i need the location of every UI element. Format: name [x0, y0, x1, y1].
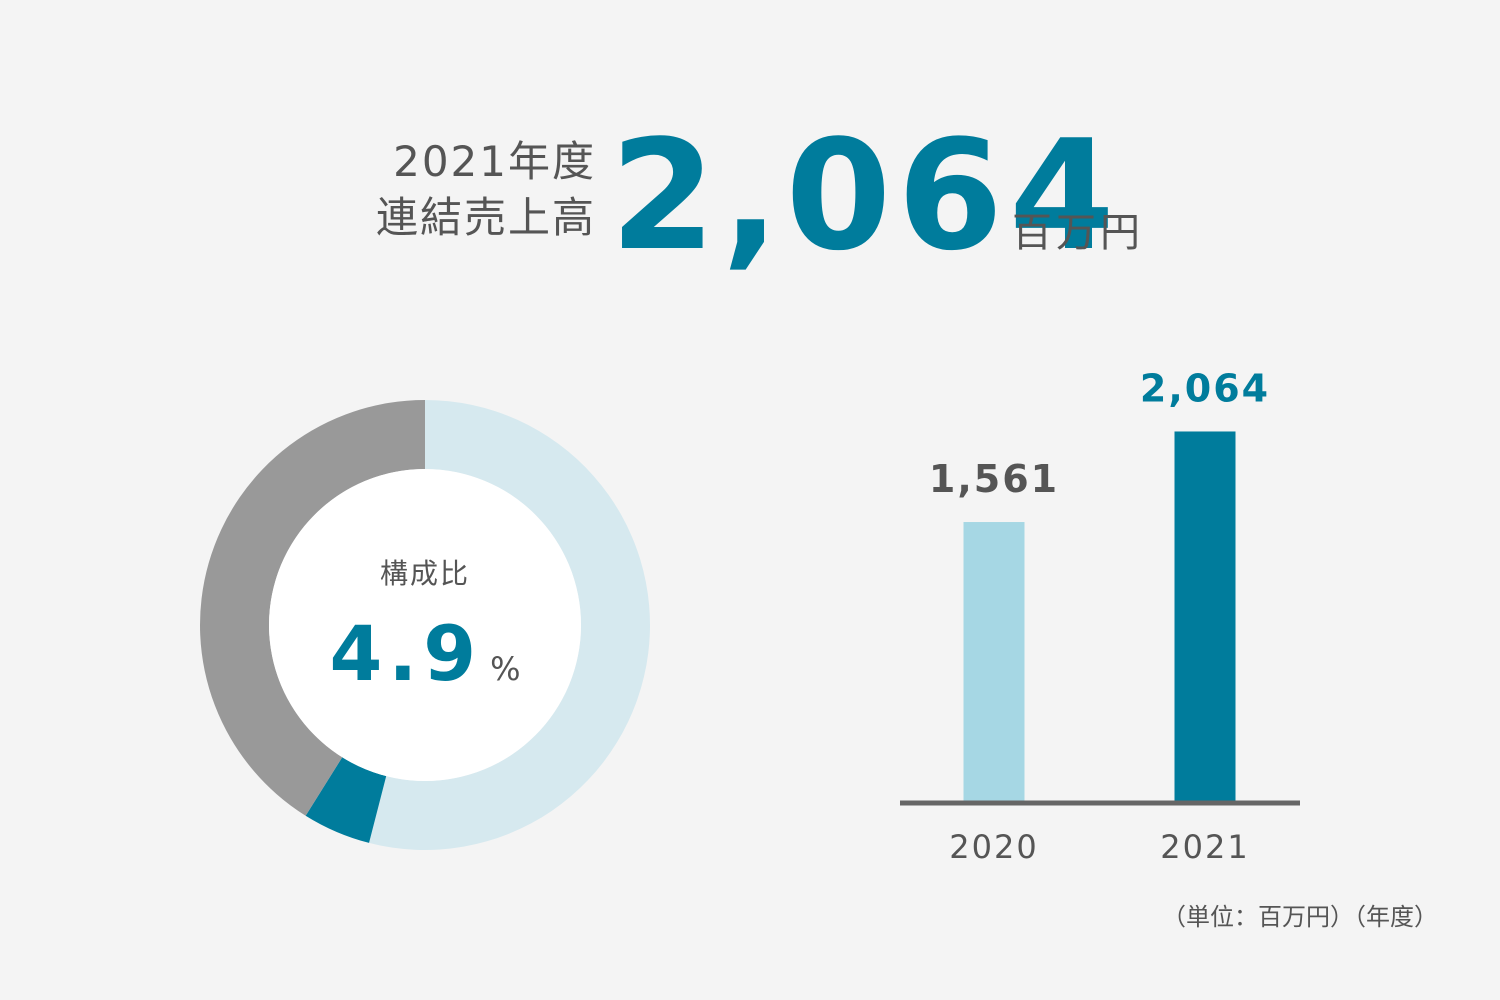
x-tick-label-2021: 2021 [1160, 828, 1249, 866]
headline-label-year: 2021年度 [393, 137, 596, 186]
donut-hole [269, 469, 581, 781]
bar-2021 [1174, 431, 1236, 803]
donut-center-value-wrap: 4.9% [275, 612, 575, 696]
donut-slice-1 [369, 400, 650, 850]
headline-label: 2021年度 連結売上高 [344, 134, 596, 246]
bar-value-label-2020: 1,561 [929, 457, 1059, 501]
donut-center-unit: % [490, 650, 521, 688]
headline-value: 2,064 [610, 107, 1121, 284]
donut-center-value: 4.9 [329, 609, 483, 698]
donut-slice-2 [305, 757, 387, 843]
headline-label-title: 連結売上高 [375, 193, 596, 242]
headline-unit: 百万円 [1012, 210, 1144, 256]
bar-2020 [963, 522, 1025, 803]
donut-slice-3 [199, 400, 425, 816]
bar-value-label-2021: 2,064 [1140, 366, 1270, 410]
x-tick-label-2020: 2020 [949, 828, 1038, 866]
donut-center-label: 構成比 [379, 557, 470, 590]
unit-note: （単位：百万円）（年度） [1162, 903, 1438, 931]
